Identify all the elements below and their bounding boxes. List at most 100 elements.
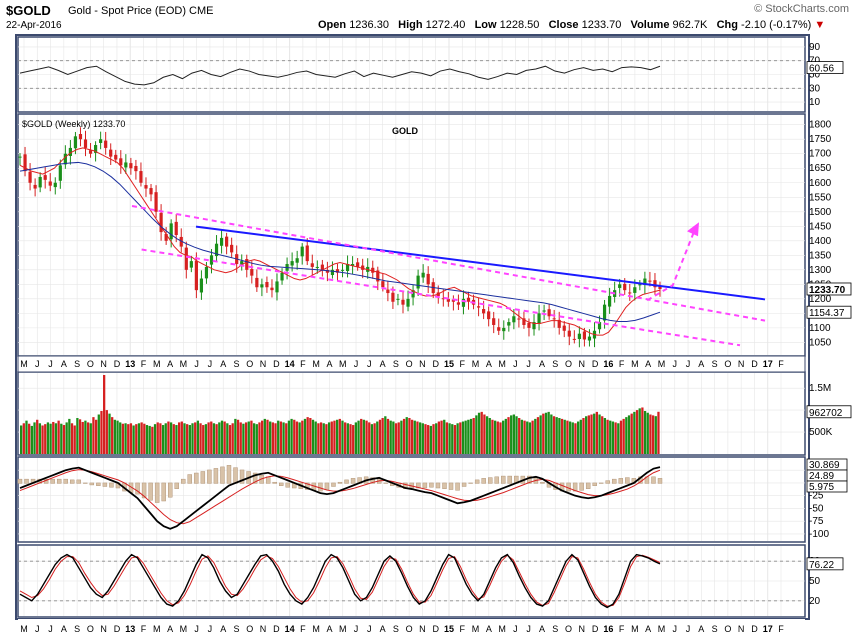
candle-body	[391, 292, 395, 302]
volume-bar	[528, 422, 532, 454]
volume-bar	[617, 423, 620, 454]
volume-bar	[472, 418, 475, 454]
macd-tick-label: -75	[809, 516, 824, 527]
candle-body	[179, 236, 183, 247]
time-label: S	[552, 624, 558, 634]
volume-bar	[236, 419, 240, 454]
volume-bar	[244, 422, 248, 454]
time-label: 14	[285, 359, 295, 369]
time-label: J	[35, 359, 40, 369]
time-label: J	[48, 359, 53, 369]
volume-bar	[62, 425, 66, 454]
macd-histogram-bar	[70, 479, 75, 484]
volume-bar	[151, 426, 154, 454]
volume-bar	[287, 420, 291, 454]
price-tick-label: 1800	[809, 120, 832, 131]
volume-bar	[595, 411, 599, 454]
time-label: J	[367, 624, 372, 634]
volume-bar	[558, 418, 561, 454]
volume-bar	[60, 423, 63, 454]
candle-body	[124, 162, 128, 168]
stoch-tick-label: 20	[809, 596, 821, 607]
volume-bar	[54, 423, 58, 454]
volume-bar	[218, 422, 221, 454]
volume-bar	[464, 420, 467, 454]
macd-histogram-bar	[200, 471, 206, 484]
time-label: J	[526, 359, 531, 369]
candle-body	[104, 140, 108, 148]
time-label: 16	[603, 359, 613, 369]
candle-body	[547, 309, 551, 317]
volume-bar	[333, 420, 336, 454]
volume-bar	[643, 410, 647, 454]
time-label: A	[380, 624, 386, 634]
volume-bar	[172, 424, 175, 454]
candle-body	[441, 298, 445, 300]
time-label: J	[513, 359, 518, 369]
candle-body	[497, 327, 501, 331]
volume-bar	[560, 418, 564, 454]
volume-bar	[619, 420, 623, 454]
candle-body	[240, 261, 244, 266]
candle-body	[446, 298, 450, 302]
volume-bar	[515, 416, 518, 454]
time-label: D	[114, 624, 121, 634]
candle-body	[577, 333, 581, 340]
volume-bar	[641, 407, 644, 454]
volume-bar	[566, 420, 569, 454]
volume-bar	[111, 417, 114, 454]
volume-bar	[119, 422, 122, 454]
panel-price	[17, 113, 806, 357]
ma-value-label: 1154.37	[809, 308, 845, 319]
volume-bar	[70, 423, 74, 454]
volume-bar	[496, 421, 499, 454]
time-label: M	[339, 359, 347, 369]
volume-bar	[290, 418, 293, 454]
time-label: A	[380, 359, 386, 369]
macd-value-label: 30.869	[809, 460, 840, 471]
chart-title: GOLD	[392, 126, 418, 136]
volume-bar	[601, 416, 604, 454]
time-label: N	[100, 359, 107, 369]
candle-body	[371, 267, 375, 273]
volume-bar	[386, 418, 390, 454]
candle-body	[381, 281, 385, 288]
volume-bar	[630, 413, 633, 454]
time-label: S	[233, 624, 239, 634]
volume-bar	[279, 421, 283, 454]
candle-body	[18, 156, 22, 158]
time-label: M	[180, 359, 188, 369]
volume-bar	[191, 423, 194, 454]
time-label: J	[367, 359, 372, 369]
volume-bar	[317, 423, 320, 454]
volume-bar	[28, 423, 31, 454]
macd-histogram-bar	[455, 482, 460, 491]
volume-bar	[161, 425, 165, 454]
volume-bar	[210, 421, 213, 454]
volume-bar	[526, 421, 529, 454]
time-label: D	[751, 624, 758, 634]
candle-body	[512, 316, 516, 323]
volume-bar	[405, 417, 408, 454]
macd-histogram-bar	[422, 482, 428, 489]
volume-bar	[504, 418, 507, 454]
volume-value: 962.7K	[672, 19, 708, 31]
macd-histogram-bar	[507, 475, 512, 484]
candle-body	[114, 154, 118, 160]
volume-bar	[413, 420, 416, 454]
rsi-tick-label: 70	[809, 56, 821, 67]
time-label: O	[565, 359, 572, 369]
macd-signal-label: 24.89	[809, 471, 834, 482]
candle-body	[99, 139, 103, 143]
macd-histogram-bar	[174, 482, 179, 489]
candle-body	[421, 272, 425, 278]
macd-histogram-bar	[540, 481, 545, 484]
rsi-tick-label: 90	[809, 42, 821, 53]
volume-bar	[242, 423, 245, 454]
time-label: D	[432, 624, 439, 634]
volume-bar	[207, 422, 210, 454]
close-label: Close	[548, 19, 579, 31]
time-label: 13	[125, 624, 135, 634]
volume-label: Volume	[630, 19, 670, 31]
candle-body	[507, 322, 511, 326]
